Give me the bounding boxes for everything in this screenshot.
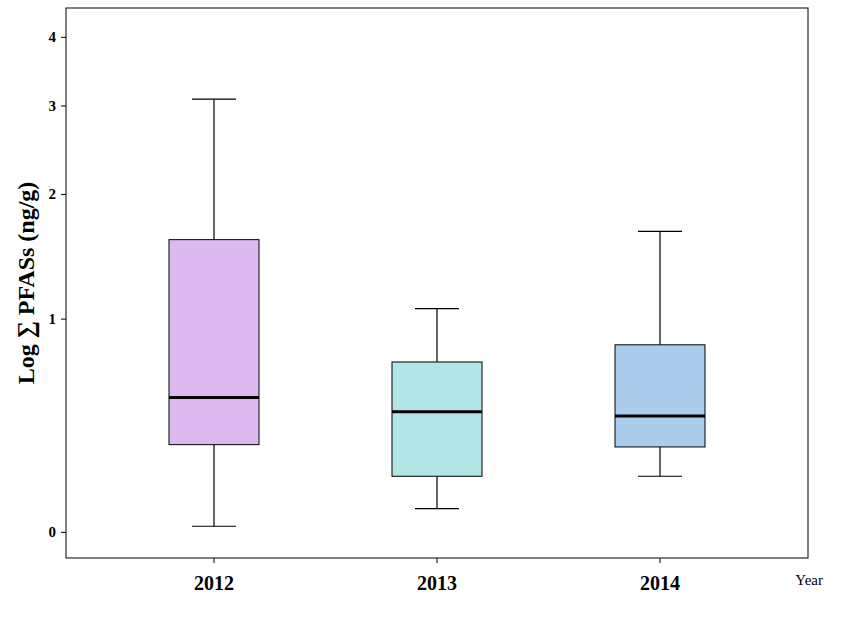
boxes xyxy=(169,99,705,526)
box xyxy=(169,240,259,445)
min-cap xyxy=(192,526,236,527)
y-tick-label: 0 xyxy=(49,524,57,540)
box xyxy=(615,345,705,447)
upper-whisker xyxy=(213,99,214,240)
y-tick xyxy=(61,319,66,320)
x-tick xyxy=(214,558,215,563)
y-axis-label: Log ∑ PFASs (ng/g) xyxy=(13,182,40,385)
min-cap xyxy=(638,476,682,477)
median xyxy=(392,410,482,413)
y-tick-label: 1 xyxy=(49,311,57,327)
y-tick xyxy=(61,37,66,38)
upper-whisker xyxy=(436,309,437,362)
x-axis-label: Year xyxy=(795,572,823,588)
x-tick xyxy=(437,558,438,563)
min-cap xyxy=(415,508,459,509)
y-tick-label: 3 xyxy=(49,98,57,114)
x-tick-label: 2012 xyxy=(194,572,234,594)
y-tick xyxy=(61,194,66,195)
max-cap xyxy=(415,308,459,309)
max-cap xyxy=(638,231,682,232)
x-tick xyxy=(660,558,661,563)
y-tick xyxy=(61,105,66,106)
lower-whisker xyxy=(659,447,660,476)
box xyxy=(392,362,482,476)
max-cap xyxy=(192,99,236,100)
y-tick-label: 4 xyxy=(49,29,57,45)
upper-whisker xyxy=(659,231,660,344)
lower-whisker xyxy=(436,476,437,508)
x-tick-label: 2013 xyxy=(417,572,457,594)
median xyxy=(169,396,259,399)
plot-frame xyxy=(66,8,808,558)
x-tick-label: 2014 xyxy=(640,572,680,594)
median xyxy=(615,414,705,417)
y-tick-label: 2 xyxy=(49,186,57,202)
lower-whisker xyxy=(213,445,214,527)
y-tick xyxy=(61,532,66,533)
